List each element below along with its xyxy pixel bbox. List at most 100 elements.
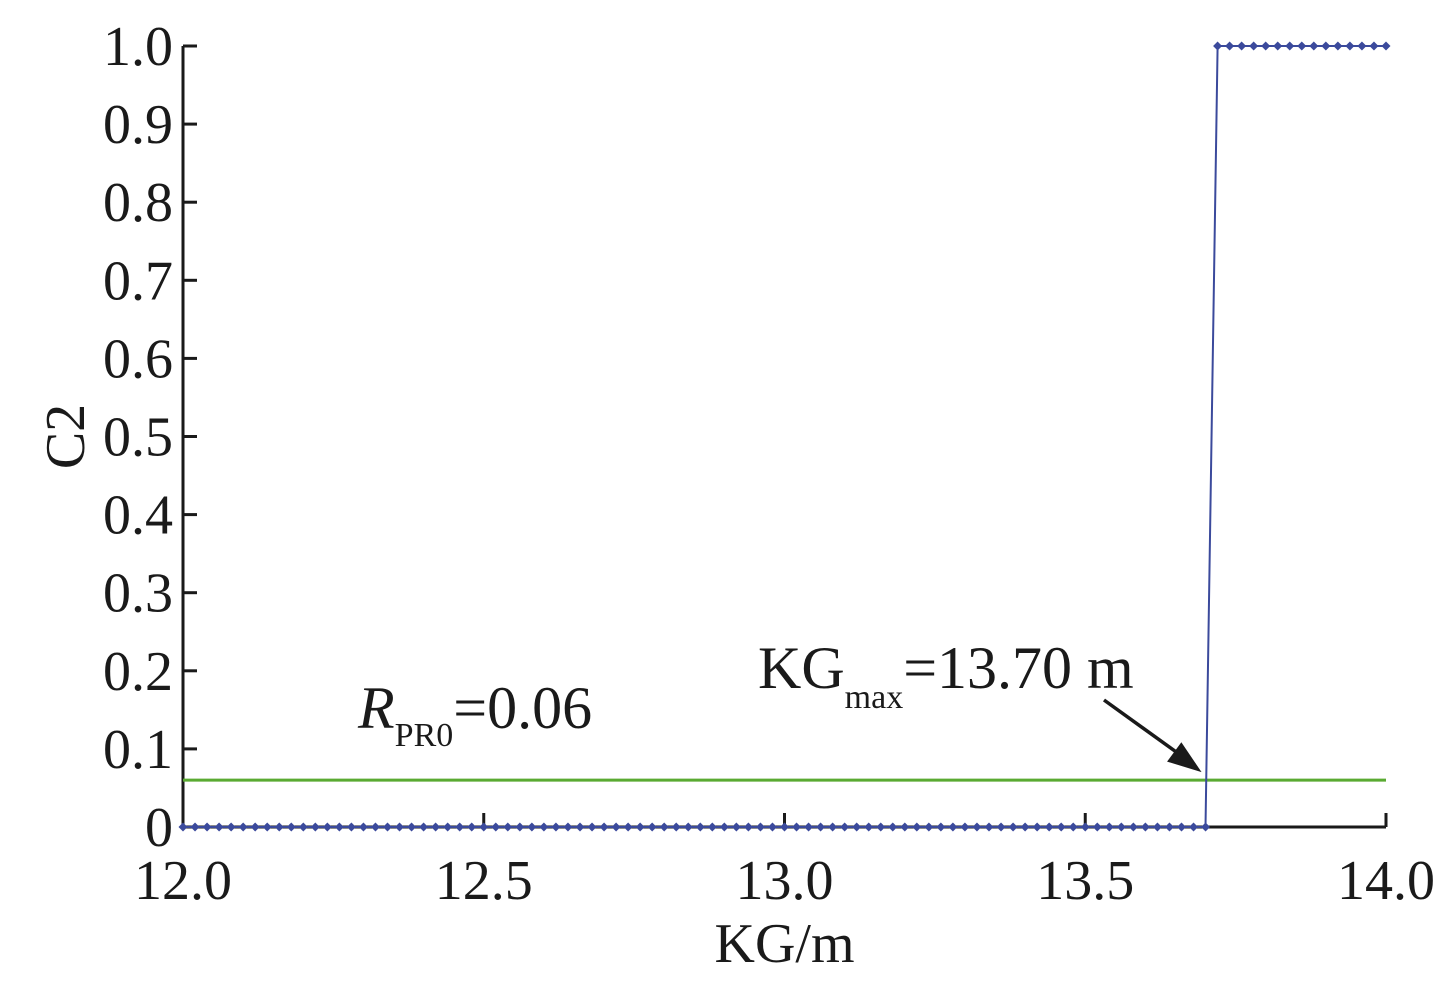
data-point: [1357, 41, 1367, 51]
data-point: [1261, 41, 1271, 51]
data-point: [1104, 822, 1114, 832]
data-point: [948, 822, 958, 832]
data-point: [1345, 41, 1355, 51]
annotation-rpr0: RPR0=0.06: [357, 675, 592, 754]
annotation-rpr0-rest: =0.06: [453, 675, 592, 741]
data-point: [972, 822, 982, 832]
data-point: [1080, 822, 1090, 832]
data-point: [310, 822, 320, 832]
data-point: [250, 822, 260, 832]
data-point: [1369, 41, 1379, 51]
data-point: [346, 822, 356, 832]
x-axis-title: KG/m: [715, 913, 855, 975]
data-point: [262, 822, 272, 832]
data-point: [527, 822, 537, 832]
data-point: [1068, 822, 1078, 832]
data-point: [1381, 41, 1391, 51]
data-point: [900, 822, 910, 832]
data-point: [731, 822, 741, 832]
data-point: [1321, 41, 1331, 51]
data-point: [1152, 822, 1162, 832]
y-tick-label: 0.2: [103, 641, 173, 703]
data-point: [334, 822, 344, 832]
annotation-kgmax: KGmax=13.70 m: [758, 635, 1134, 716]
data-point: [1176, 822, 1186, 832]
data-point: [1116, 822, 1126, 832]
data-point: [1044, 822, 1054, 832]
data-point: [635, 822, 645, 832]
data-point: [455, 822, 465, 832]
data-point: [1309, 41, 1319, 51]
data-point: [587, 822, 597, 832]
data-point: [659, 822, 669, 832]
data-point: [852, 822, 862, 832]
data-point: [419, 822, 429, 832]
data-point: [1237, 41, 1247, 51]
y-tick-label: 0.3: [103, 563, 173, 625]
data-point: [743, 822, 753, 832]
data-point: [984, 822, 994, 832]
data-point: [912, 822, 922, 832]
data-point: [226, 822, 236, 832]
data-point: [1032, 822, 1042, 832]
x-tick-label: 12.5: [435, 850, 533, 912]
data-point: [178, 822, 188, 832]
data-point: [491, 822, 501, 832]
data-point: [611, 822, 621, 832]
data-point: [804, 822, 814, 832]
data-point: [755, 822, 765, 832]
data-point: [1056, 822, 1066, 832]
data-point: [1140, 822, 1150, 832]
data-point: [358, 822, 368, 832]
data-point: [996, 822, 1006, 832]
data-point: [407, 822, 417, 832]
data-point: [274, 822, 284, 832]
data-point: [298, 822, 308, 832]
data-point: [599, 822, 609, 832]
data-point: [515, 822, 525, 832]
data-point: [467, 822, 477, 832]
y-tick-label: 0.7: [103, 250, 173, 312]
data-point: [1225, 41, 1235, 51]
x-tick-label: 12.0: [134, 850, 232, 912]
data-point: [322, 822, 332, 832]
x-axis-ticks: 12.0 12.5 13.0 13.5 14.0: [134, 813, 1435, 912]
data-point: [1213, 41, 1223, 51]
data-point: [395, 822, 405, 832]
annotation-kgmax-rest: =13.70 m: [903, 635, 1134, 701]
data-point: [443, 822, 453, 832]
data-point: [888, 822, 898, 832]
data-point: [1297, 41, 1307, 51]
x-tick-label: 13.5: [1036, 850, 1134, 912]
data-point: [563, 822, 573, 832]
data-point: [1020, 822, 1030, 832]
y-tick-label: 0.9: [103, 94, 173, 156]
data-point: [238, 822, 248, 832]
data-point: [707, 822, 717, 832]
data-point: [1273, 41, 1283, 51]
y-tick-label: 0.5: [103, 407, 173, 469]
data-point: [1164, 822, 1174, 832]
data-point: [539, 822, 549, 832]
y-tick-label: 0.1: [103, 719, 173, 781]
x-tick-label: 14.0: [1337, 850, 1435, 912]
data-point: [551, 822, 561, 832]
data-point: [695, 822, 705, 832]
data-point: [1333, 41, 1343, 51]
data-point: [575, 822, 585, 832]
data-point: [1285, 41, 1295, 51]
data-point: [671, 822, 681, 832]
data-point: [623, 822, 633, 832]
data-point: [864, 822, 874, 832]
data-point: [767, 822, 777, 832]
data-point: [840, 822, 850, 832]
y-tick-label: 0.8: [103, 172, 173, 234]
data-point: [876, 822, 886, 832]
data-point: [383, 822, 393, 832]
data-point: [1128, 822, 1138, 832]
y-tick-label: 0.6: [103, 328, 173, 390]
data-point: [816, 822, 826, 832]
data-point: [647, 822, 657, 832]
arrow-head: [1167, 742, 1202, 773]
data-point: [503, 822, 513, 832]
